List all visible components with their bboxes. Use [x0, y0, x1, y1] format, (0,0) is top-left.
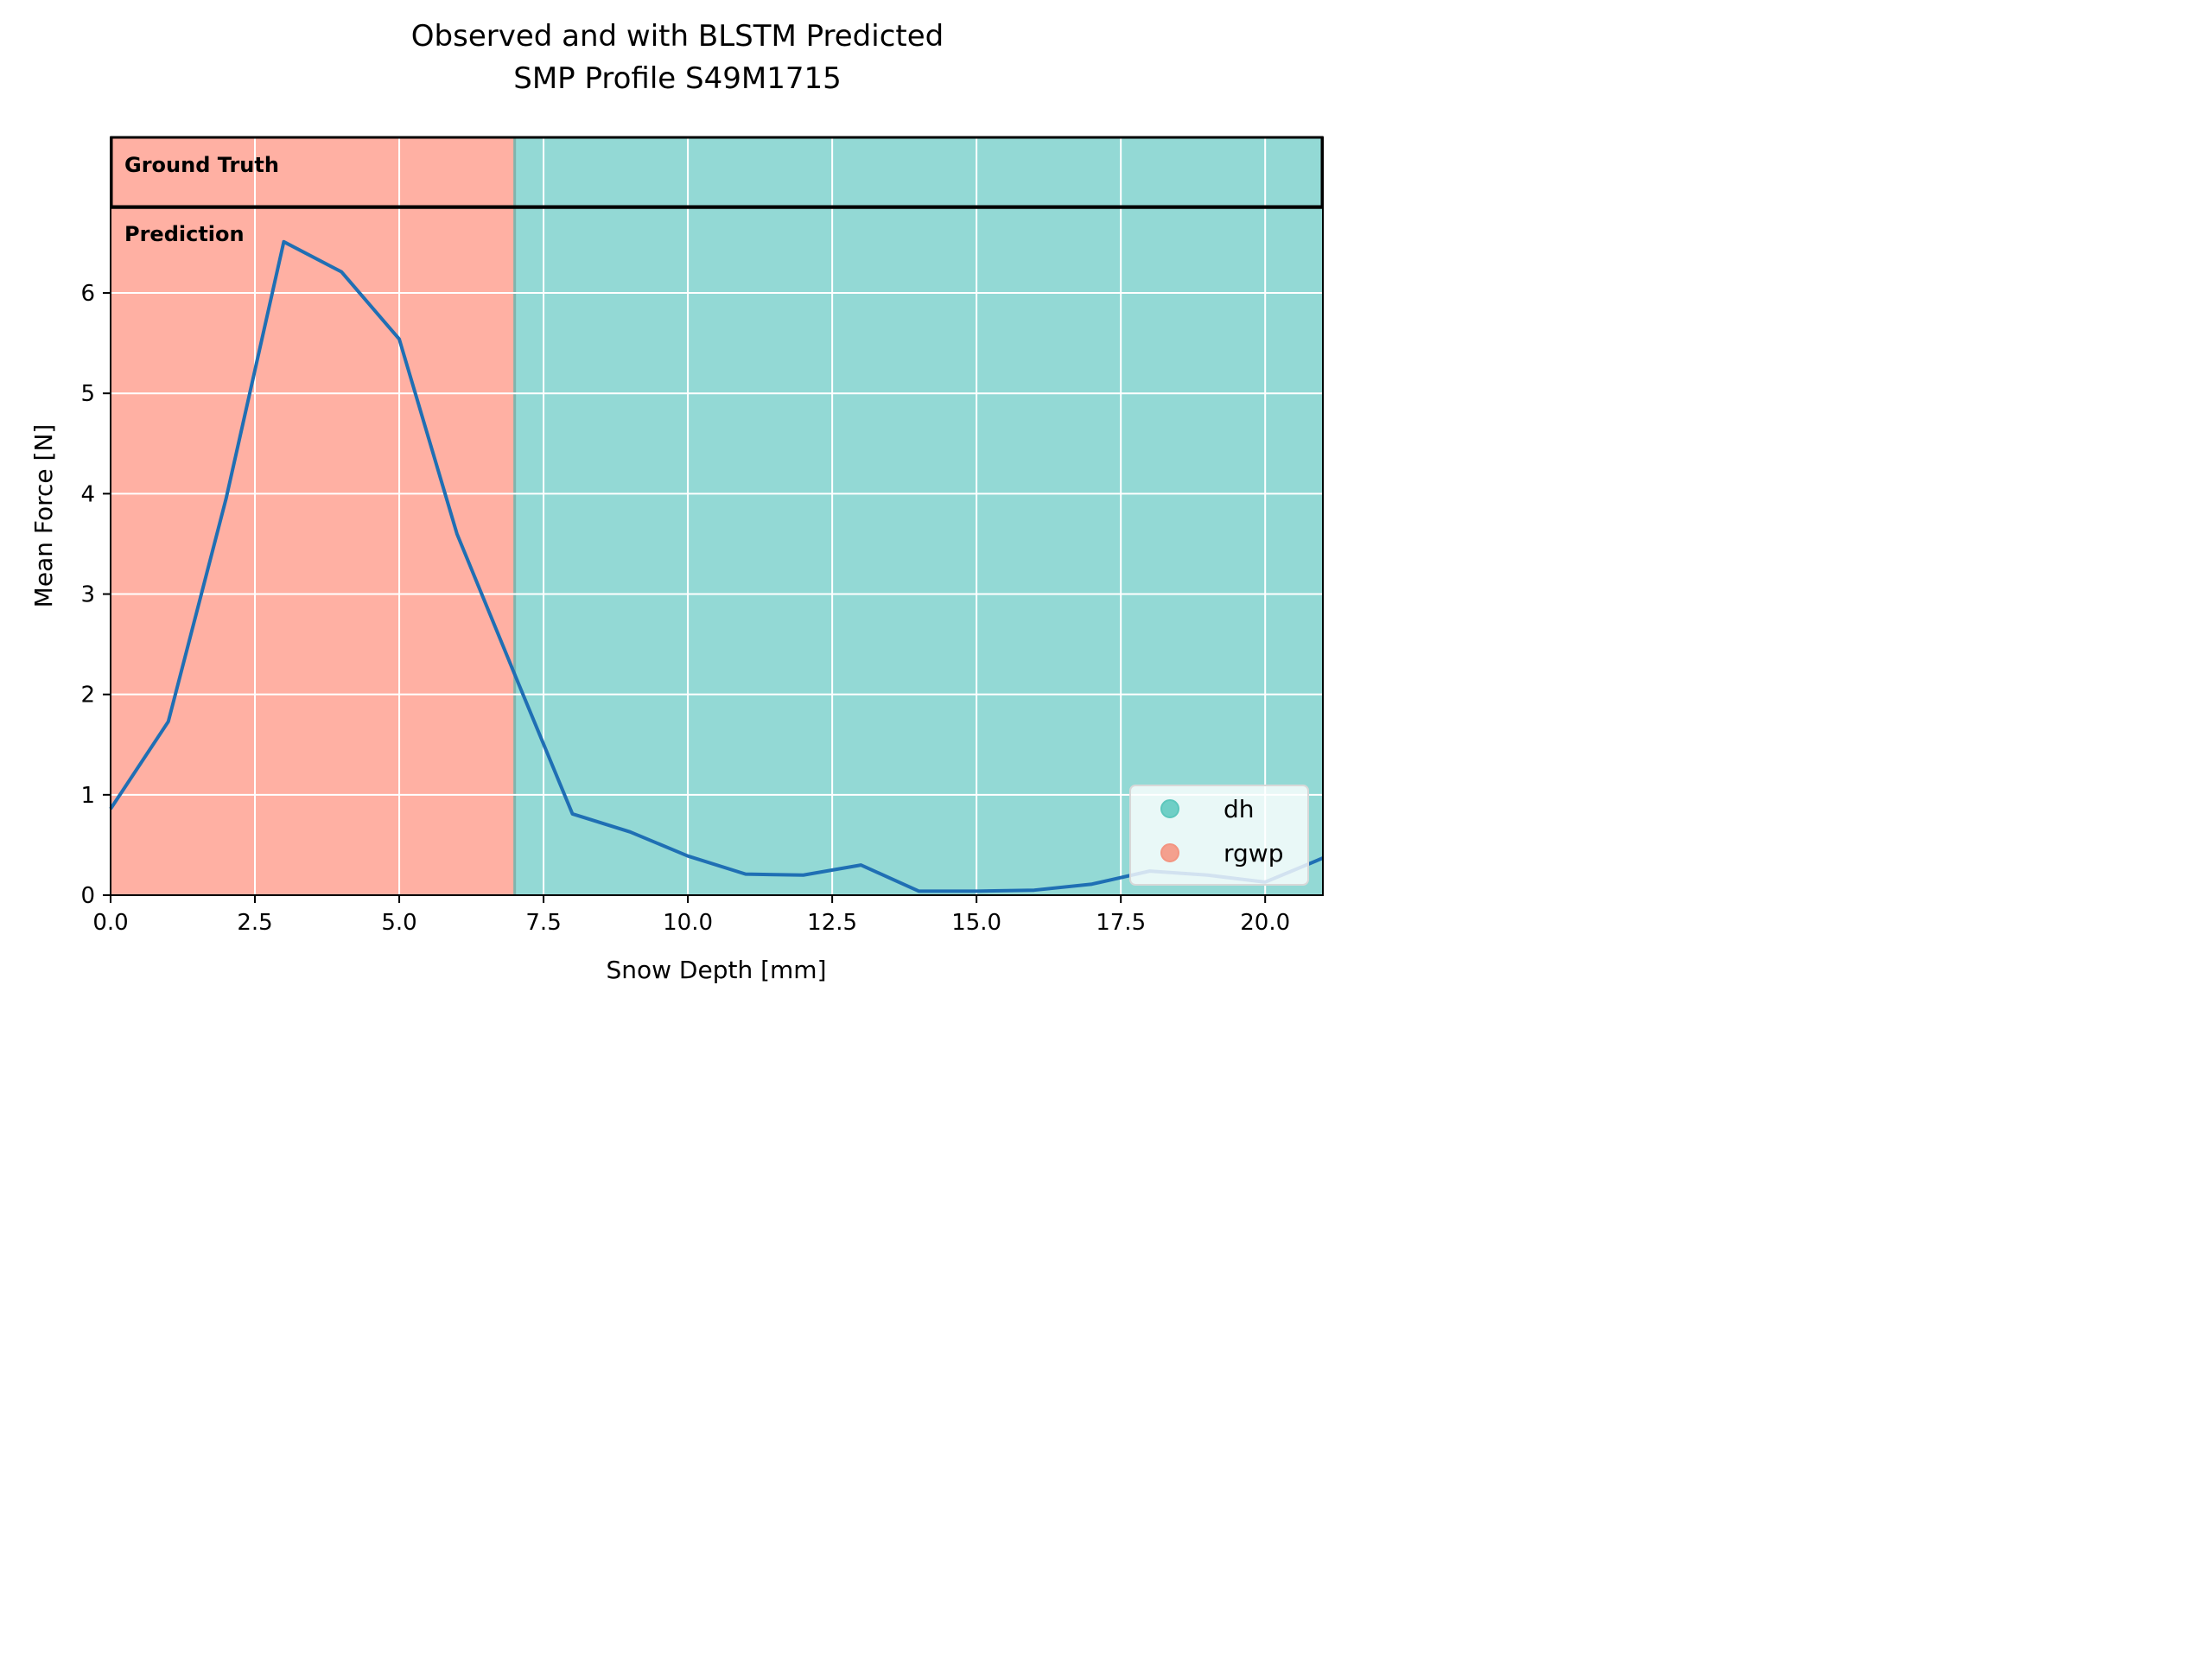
x-tick-label: 0.0	[92, 910, 128, 936]
prediction-label: Prediction	[124, 222, 245, 246]
x-tick-label: 2.5	[237, 910, 272, 936]
ground-truth-label: Ground Truth	[124, 153, 279, 177]
y-tick-label: 3	[80, 582, 95, 608]
region-rgwp	[111, 137, 515, 895]
x-tick-label: 15.0	[951, 910, 1001, 936]
x-tick-label: 5.0	[381, 910, 416, 936]
plot-regions	[111, 137, 1323, 895]
region-dh	[514, 137, 1323, 895]
y-axis-label: Mean Force [N]	[29, 424, 58, 608]
chart-title-line2: SMP Profile S49M1715	[513, 61, 841, 96]
legend-dh-label: dh	[1224, 795, 1255, 823]
chart-svg: Observed and with BLSTM Predicted SMP Pr…	[29, 19, 1324, 984]
legend-dh-marker	[1160, 799, 1179, 818]
y-tick-label: 2	[80, 683, 95, 709]
chart-root: Observed and with BLSTM Predicted SMP Pr…	[0, 0, 1350, 997]
y-tick-label: 6	[80, 281, 95, 307]
x-tick-label: 10.0	[663, 910, 713, 936]
legend: dh rgwp	[1129, 785, 1309, 886]
legend-box	[1129, 785, 1309, 886]
y-ticks: 0 1 2 3 4 5 6	[80, 281, 111, 909]
x-tick-label: 20.0	[1240, 910, 1290, 936]
ground-truth-band-frame	[110, 136, 1324, 208]
x-axis-label: Snow Depth [mm]	[606, 956, 826, 984]
x-ticks: 0.0 2.5 5.0 7.5 10.0 12.5 15.0 17.5 20.0	[92, 895, 1290, 936]
chart-title-line1: Observed and with BLSTM Predicted	[411, 19, 944, 54]
legend-rgwp-label: rgwp	[1224, 839, 1283, 868]
y-tick-label: 0	[80, 883, 95, 909]
x-tick-label: 12.5	[807, 910, 857, 936]
x-tick-label: 7.5	[525, 910, 561, 936]
y-tick-label: 1	[80, 783, 95, 809]
y-tick-label: 5	[80, 381, 95, 407]
legend-rgwp-marker	[1160, 843, 1179, 862]
y-tick-label: 4	[80, 481, 95, 507]
x-tick-label: 17.5	[1096, 910, 1146, 936]
series-line-0	[109, 239, 1324, 893]
